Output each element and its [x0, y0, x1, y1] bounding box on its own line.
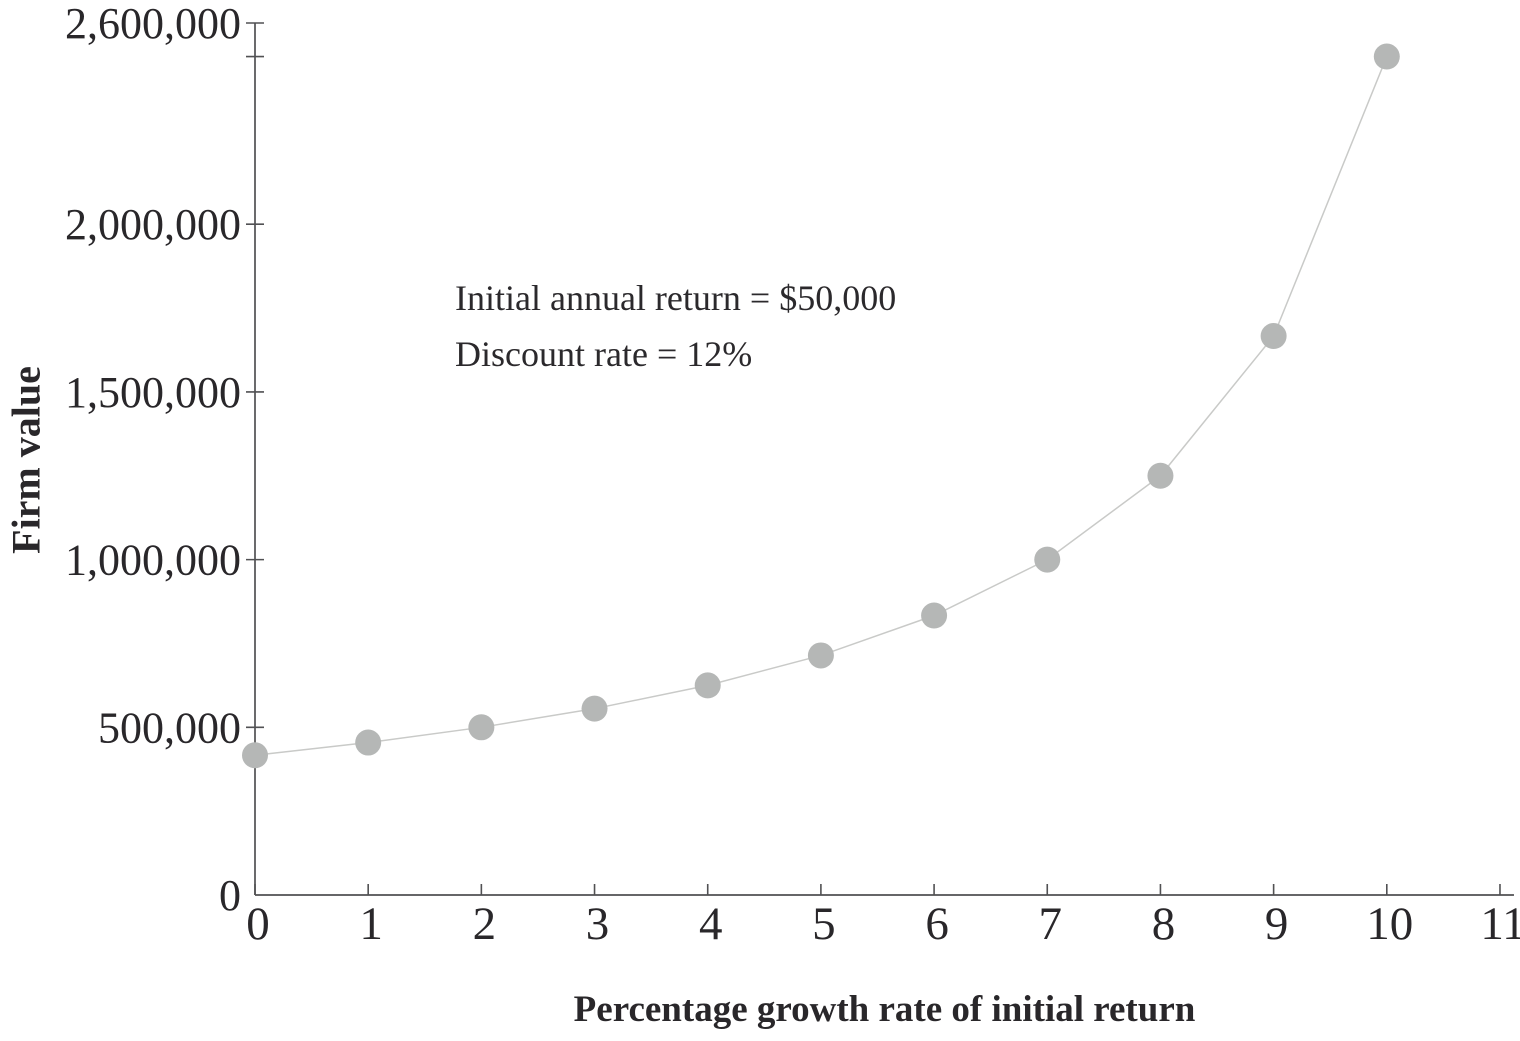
data-point — [1147, 462, 1174, 489]
data-point — [694, 672, 721, 699]
data-point — [242, 742, 268, 769]
y-axis-title: Firm value — [3, 366, 49, 554]
x-tick-label: 7 — [1039, 898, 1063, 950]
chart-annotation: Initial annual return = $50,000 Discount… — [455, 270, 896, 382]
data-point — [921, 602, 948, 629]
x-tick-label: 0 — [246, 898, 270, 950]
y-tick-label: 2,600,000 — [65, 0, 241, 48]
y-tick-label: 0 — [219, 871, 241, 920]
y-tick-label: 500,000 — [98, 703, 241, 752]
x-tick-label: 8 — [1152, 898, 1176, 950]
data-point — [468, 714, 495, 741]
x-tick-label: 9 — [1265, 898, 1289, 950]
y-tick-label: 1,000,000 — [65, 536, 241, 585]
data-point — [1373, 43, 1400, 70]
x-tick-label: 6 — [925, 898, 949, 950]
x-tick-label: 1 — [359, 898, 383, 950]
y-tick-label: 2,000,000 — [65, 200, 241, 249]
x-tick-label: 3 — [586, 898, 610, 950]
x-tick-label: 4 — [699, 898, 723, 950]
x-tick-label: 2 — [473, 898, 497, 950]
annotation-line-initial-return: Initial annual return = $50,000 — [455, 278, 897, 318]
data-point — [1260, 323, 1287, 350]
y-tick-label: 1,500,000 — [65, 368, 241, 417]
x-axis-title: Percentage growth rate of initial return — [573, 989, 1196, 1030]
data-point — [581, 695, 608, 722]
data-point — [355, 729, 382, 756]
x-tick-label: 10 — [1366, 898, 1413, 950]
data-point — [1034, 546, 1061, 573]
x-tick-label: 5 — [812, 898, 836, 950]
data-point — [807, 642, 834, 669]
x-tick-label: 11 — [1480, 898, 1520, 950]
annotation-line-discount-rate: Discount rate = 12% — [455, 334, 753, 374]
